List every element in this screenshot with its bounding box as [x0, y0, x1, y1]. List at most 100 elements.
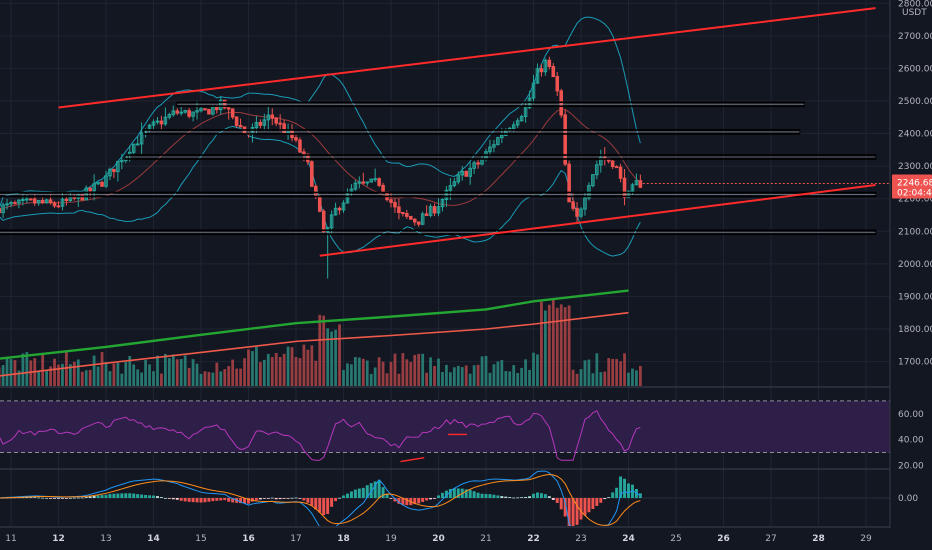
volume-bar	[239, 368, 242, 386]
candle-body	[108, 168, 112, 177]
volume-bar	[156, 355, 159, 386]
macd-histogram-bar	[535, 492, 539, 498]
volume-bar	[567, 305, 571, 386]
volume-bar	[484, 355, 488, 386]
macd-histogram-bar	[25, 497, 29, 499]
macd-histogram-bar	[547, 496, 551, 498]
volume-bar	[452, 367, 456, 386]
oscillator-tick-label: 20.00	[898, 461, 924, 471]
volume-bar	[381, 361, 385, 386]
time-tick-label: 21	[480, 534, 491, 544]
macd-histogram-bar	[421, 498, 425, 502]
price-tick-label: 1900.00	[898, 292, 932, 302]
volume-bar	[441, 372, 444, 386]
macd-histogram-bar	[539, 493, 543, 498]
macd-histogram-bar	[326, 498, 330, 514]
macd-histogram-bar	[215, 498, 219, 501]
candle-body	[139, 132, 144, 145]
macd-histogram-bar	[219, 498, 223, 501]
macd-histogram-bar	[484, 493, 488, 498]
volume-bar	[425, 372, 429, 386]
macd-histogram-bar	[136, 494, 140, 498]
candle-body	[36, 200, 41, 204]
macd-histogram-bar	[239, 498, 243, 504]
volume-bar	[611, 358, 615, 386]
macd-histogram-bar	[456, 488, 460, 498]
macd-histogram-bar	[72, 497, 76, 499]
macd-histogram-bar	[468, 490, 472, 498]
volume-bar	[274, 352, 278, 386]
price-tick-label: 2200.00	[898, 195, 932, 205]
volume-bar	[460, 367, 464, 386]
macd-histogram-bar	[120, 493, 124, 498]
volume-bar	[413, 355, 417, 386]
oscillator-pane	[0, 400, 890, 463]
macd-histogram-bar	[112, 493, 116, 498]
macd-line	[0, 470, 641, 526]
time-tick-label: 19	[385, 534, 397, 544]
candle-body	[618, 166, 623, 179]
volume-bar	[346, 363, 349, 386]
volume-bar	[68, 364, 72, 386]
volume-bar	[464, 365, 468, 386]
volume-bar	[401, 353, 405, 386]
price-axis[interactable]: 2800.00 2700.00 2600.00 2500.00 2400.00 2300.…	[889, 0, 932, 528]
macd-histogram-bar	[615, 487, 619, 498]
oscillator-drawing-line	[400, 456, 425, 463]
time-axis[interactable]: 11 12 13 14 15 16 17 18 19 20 21 22 23 24 25 26 27 28 29	[0, 528, 932, 550]
candle-body	[84, 187, 88, 201]
volume-bar	[543, 310, 547, 386]
volume-bar	[468, 373, 472, 386]
volume-bar	[480, 356, 484, 386]
volume-bar	[512, 365, 516, 386]
volume-bar	[397, 373, 401, 386]
volume-bar	[365, 360, 369, 386]
candle-body	[262, 119, 267, 126]
candle-body	[254, 122, 259, 129]
macd-histogram-bar	[124, 493, 128, 498]
candle-body	[199, 108, 203, 112]
candle-body	[104, 175, 108, 187]
time-tick-label: 20	[432, 534, 445, 544]
macd-histogram-bar	[551, 498, 555, 500]
candle-body	[317, 196, 322, 212]
time-tick-label: 18	[337, 534, 350, 544]
macd-histogram-bar	[417, 498, 421, 504]
volume-bar	[350, 364, 353, 386]
macd-histogram-bar	[353, 489, 357, 498]
macd-histogram-bar	[599, 498, 603, 503]
candle-body	[547, 59, 552, 68]
macd-histogram-bar	[385, 494, 389, 498]
volume-bar	[80, 371, 84, 386]
volume-bar	[160, 373, 163, 386]
macd-histogram-bar	[397, 498, 401, 504]
macd-histogram-bar	[357, 488, 361, 498]
candle-body	[405, 213, 409, 217]
macd-histogram-bar	[60, 498, 64, 499]
volume-bar	[540, 301, 543, 386]
candle-body	[88, 187, 92, 192]
volume-bar	[152, 371, 155, 386]
macd-histogram-bar	[57, 498, 60, 499]
oscillator-band-fill	[0, 400, 890, 453]
volume-bar	[100, 352, 104, 386]
price-tick-label: 2700.00	[898, 32, 932, 42]
drawing-tools[interactable]	[0, 7, 877, 257]
volume-bar	[377, 357, 381, 386]
macd-histogram-bar	[595, 498, 599, 506]
macd-histogram-bar	[342, 495, 345, 498]
candle-body	[401, 211, 405, 215]
macd-histogram-bar	[64, 498, 68, 499]
volume-bar	[258, 362, 262, 386]
macd-histogram-bar	[116, 493, 120, 498]
volume-bar	[571, 369, 575, 386]
macd-histogram-bar	[381, 487, 385, 498]
macd-histogram-bar	[33, 497, 37, 499]
pane-separators[interactable]	[0, 386, 932, 528]
candle-body	[56, 205, 61, 208]
candle-body	[555, 76, 560, 92]
volume-bar	[167, 358, 171, 386]
macd-histogram-bar	[286, 498, 290, 499]
